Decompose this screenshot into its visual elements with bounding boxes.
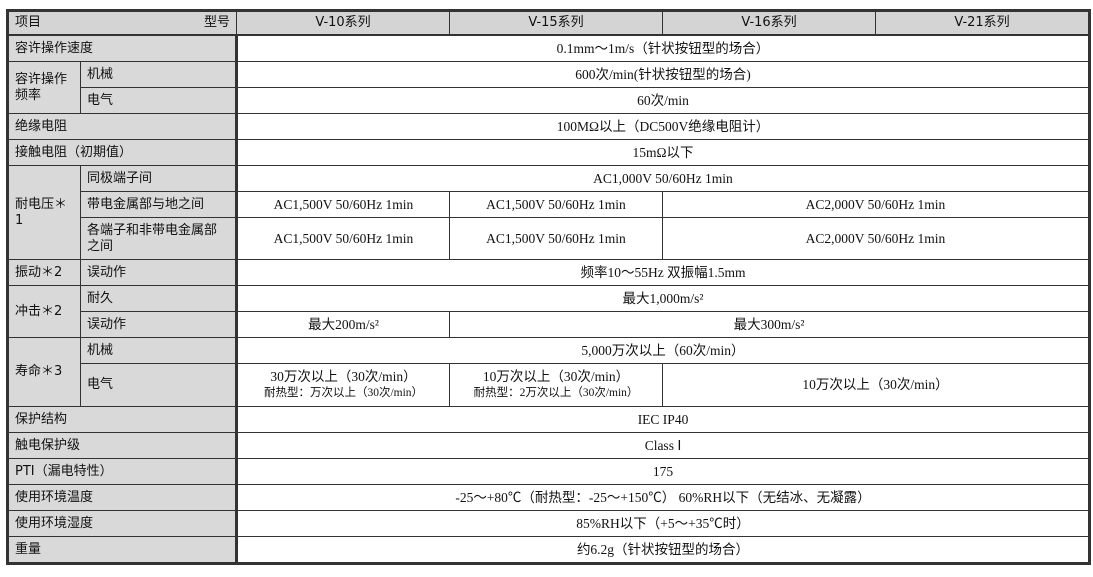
- row-value: Class Ⅰ: [236, 432, 1090, 459]
- life-value: 10万次以上（30次/min）: [482, 369, 630, 384]
- table-row: PTI（漏电特性） 175: [7, 458, 1090, 485]
- row-label: 容许操作频率: [7, 61, 81, 114]
- table-row: 容许操作频率 机械 600次/min(针状按钮型的场合): [7, 61, 1090, 114]
- row-value: IEC IP40: [236, 406, 1090, 433]
- col-v10: V-10系列: [236, 10, 450, 36]
- sub-label: 机械: [80, 61, 238, 88]
- table-row: 使用环境温度 -25～+80℃（耐热型：-25～+150℃） 60%RH以下（无结…: [7, 484, 1090, 511]
- sub-label: 误动作: [80, 311, 238, 338]
- table-row: 容许操作速度 0.1mm～1m/s（针状按钮型的场合）: [7, 34, 1090, 62]
- cell-v15: AC1,500V 50/60Hz 1min: [449, 191, 663, 218]
- cell-v15: AC1,500V 50/60Hz 1min: [449, 217, 663, 260]
- row-value: 60次/min: [236, 87, 1090, 114]
- row-value: 600次/min(针状按钮型的场合): [236, 61, 1090, 88]
- table-row: 电气 60次/min: [8, 87, 1090, 114]
- sub-label: 误动作: [80, 259, 238, 286]
- table-row: 寿命＊3 机械 5,000万次以上（60次/min）: [7, 337, 1090, 407]
- sub-label: 机械: [80, 337, 238, 364]
- row-label: 使用环境温度: [7, 484, 238, 511]
- life-value: 30万次以上（30次/min）: [270, 369, 417, 384]
- table-row: 电气 30万次以上（30次/min） 耐热型：万次以上（30次/min） 10万次…: [8, 363, 1090, 407]
- table-row: 保护结构 IEC IP40: [7, 406, 1090, 433]
- sub-label: 同极端子间: [80, 165, 238, 192]
- cell-v10: 30万次以上（30次/min） 耐热型：万次以上（30次/min）: [236, 363, 450, 407]
- cell-v10: AC1,500V 50/60Hz 1min: [236, 217, 450, 260]
- header-model: 型号: [203, 15, 230, 30]
- row-label: 耐电压＊1: [7, 165, 81, 260]
- row-value: AC1,000V 50/60Hz 1min: [236, 165, 1090, 192]
- row-value: 100MΩ以上（DC500V绝缘电阻计）: [236, 113, 1090, 140]
- table-row: 触电保护级 Class Ⅰ: [7, 432, 1090, 459]
- row-value: 0.1mm～1m/s（针状按钮型的场合）: [236, 34, 1090, 62]
- cell-v16-v21: 10万次以上（30次/min）: [662, 363, 1090, 407]
- row-value: 约6.2g（针状按钮型的场合）: [236, 536, 1090, 564]
- row-value: 15mΩ以下: [236, 139, 1090, 166]
- table-row: 振动＊2 误动作 频率10～55Hz 双振幅1.5mm: [7, 259, 1090, 286]
- row-label: 寿命＊3: [7, 337, 81, 407]
- col-v15: V-15系列: [449, 10, 663, 36]
- heat-resistant-value: 耐热型：2万次以上（30次/min）: [473, 387, 639, 399]
- sub-label: 电气: [80, 363, 238, 407]
- table-row: 冲击＊2 耐久 最大1,000m/s²: [7, 285, 1090, 338]
- row-value: 85%RH以下（+5～+35℃时）: [236, 510, 1090, 537]
- cell-v10: 最大200m/s²: [236, 311, 450, 338]
- row-label: 绝缘电阻: [7, 113, 238, 140]
- row-label: 振动＊2: [7, 259, 81, 286]
- table-row: 重量 约6.2g（针状按钮型的场合）: [7, 536, 1090, 564]
- spec-table: 项目 型号 V-10系列 V-15系列 V-16系列 V-21系列 容许操作速度 0…: [6, 9, 1091, 565]
- cell-v10: AC1,500V 50/60Hz 1min: [236, 191, 450, 218]
- col-v21: V-21系列: [875, 10, 1090, 36]
- table-row: 误动作 最大200m/s² 最大300m/s²: [8, 311, 1090, 338]
- cell-v16-v21: AC2,000V 50/60Hz 1min: [662, 217, 1090, 260]
- row-label: 重量: [7, 536, 238, 564]
- row-label: 触电保护级: [7, 432, 238, 459]
- row-label: 使用环境湿度: [7, 510, 238, 537]
- header-row: 项目 型号 V-10系列 V-15系列 V-16系列 V-21系列: [7, 10, 1090, 36]
- table-row: 带电金属部与地之间 AC1,500V 50/60Hz 1min AC1,500V 5…: [8, 191, 1090, 218]
- row-label: 保护结构: [7, 406, 238, 433]
- sub-label: 电气: [80, 87, 238, 114]
- cell-v15: 10万次以上（30次/min） 耐热型：2万次以上（30次/min）: [449, 363, 663, 407]
- heat-resistant-value: 耐热型：万次以上（30次/min）: [263, 387, 424, 399]
- col-v16: V-16系列: [662, 10, 876, 36]
- row-label: 冲击＊2: [7, 285, 81, 338]
- row-value: 最大1,000m/s²: [236, 285, 1090, 312]
- row-value: 175: [236, 458, 1090, 485]
- row-label: 接触电阻（初期值）: [7, 139, 238, 166]
- header-item-model: 项目 型号: [7, 10, 237, 36]
- row-label: PTI（漏电特性）: [7, 458, 238, 485]
- sub-label: 各端子和非带电金属部之间: [80, 217, 238, 260]
- table-row: 使用环境湿度 85%RH以下（+5～+35℃时）: [7, 510, 1090, 537]
- header-item: 项目: [15, 15, 42, 30]
- table-row: 绝缘电阻 100MΩ以上（DC500V绝缘电阻计）: [7, 113, 1090, 140]
- sub-label: 带电金属部与地之间: [80, 191, 238, 218]
- table-row: 接触电阻（初期值） 15mΩ以下: [7, 139, 1090, 166]
- table-row: 耐电压＊1 同极端子间 AC1,000V 50/60Hz 1min: [7, 165, 1090, 260]
- row-value: 频率10～55Hz 双振幅1.5mm: [236, 259, 1090, 286]
- table-row: 各端子和非带电金属部之间 AC1,500V 50/60Hz 1min AC1,500…: [8, 217, 1090, 260]
- cell-v16-v21: AC2,000V 50/60Hz 1min: [662, 191, 1090, 218]
- row-label: 容许操作速度: [7, 34, 238, 62]
- sub-label: 耐久: [80, 285, 238, 312]
- row-value: 5,000万次以上（60次/min）: [236, 337, 1090, 364]
- cell-v15-v21: 最大300m/s²: [449, 311, 1090, 338]
- row-value: -25～+80℃（耐热型：-25～+150℃） 60%RH以下（无结冰、无凝露）: [236, 484, 1090, 511]
